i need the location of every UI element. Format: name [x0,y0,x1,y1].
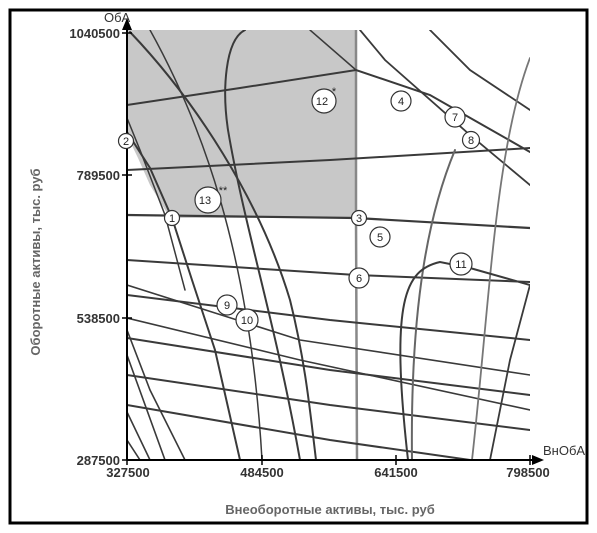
svg-text:5: 5 [377,232,383,244]
marker-2: 2 [117,132,135,150]
marker-11: 11 [449,252,473,276]
x-tick-0: 327500 [106,465,149,480]
svg-text:12: 12 [316,96,328,108]
x-axis-name: ВнОбА [543,443,585,458]
line-1-2 [127,131,241,460]
marker-7: 7 [444,106,466,128]
svg-text:7: 7 [452,112,458,124]
svg-text:4: 4 [398,96,404,108]
line-top-4 [429,30,530,111]
marker-9: 9 [216,294,238,316]
x-axis-arrow [532,455,544,465]
region-13-label: 13 ** [194,185,228,214]
line-u-curve [399,260,530,460]
marker-4: 4 [390,90,412,112]
line-h-7 [127,404,471,460]
line-fan-3 [127,411,151,460]
marker-6: 6 [348,267,370,289]
region-12-label: 12 * [311,86,337,114]
y-tick-2: 538500 [77,311,120,326]
marker-8: 8 [461,130,481,150]
outer-border [8,8,589,525]
marker-3: 3 [350,209,368,227]
svg-text:6: 6 [356,273,362,285]
x-tick-2: 641500 [374,465,417,480]
x-tick-3: 798500 [506,465,549,480]
line-right-curve [410,149,456,460]
line-2-extra [127,117,186,291]
marker-10: 10 [235,308,259,332]
svg-text:8: 8 [468,135,474,147]
marker-5: 5 [369,226,391,248]
svg-text:**: ** [219,185,228,197]
line-h-9 [127,317,530,411]
line-top-2 [309,30,357,71]
line-fan-4 [127,439,141,460]
y-axis-name: ОбА [104,10,131,25]
line-h-5 [127,337,530,396]
svg-text:*: * [332,86,337,98]
y-tick-1: 789500 [77,168,120,183]
line-right-steep [489,284,530,460]
line-h-8 [127,284,530,376]
y-tick-marks [122,32,132,461]
svg-text:13: 13 [199,195,211,207]
line-h-6 [127,374,530,431]
svg-text:3: 3 [356,213,362,225]
y-tick-0: 1040500 [69,26,120,41]
y-axis-arrow [122,18,132,30]
x-axis-title: Внеоборотные активы, тыс. руб [225,502,434,517]
y-axis-title: Оборотные активы, тыс. руб [28,168,43,355]
line-top-3 [359,30,530,186]
line-vertical [354,30,359,460]
line-fan-1 [127,329,186,460]
y-tick-3: 287500 [77,453,120,468]
line-fan-2 [127,354,166,460]
line-right-curve-2 [471,57,530,460]
line-h-4 [127,294,530,341]
marker-1: 1 [163,209,181,227]
shaded-region [127,30,356,218]
x-tick-1: 484500 [240,465,283,480]
line-h-1 [127,147,530,171]
svg-text:9: 9 [224,300,230,312]
svg-text:1: 1 [169,213,175,225]
line-inner-curve [224,30,301,460]
svg-text:11: 11 [455,259,466,271]
svg-text:2: 2 [123,136,129,148]
svg-text:10: 10 [241,315,253,327]
